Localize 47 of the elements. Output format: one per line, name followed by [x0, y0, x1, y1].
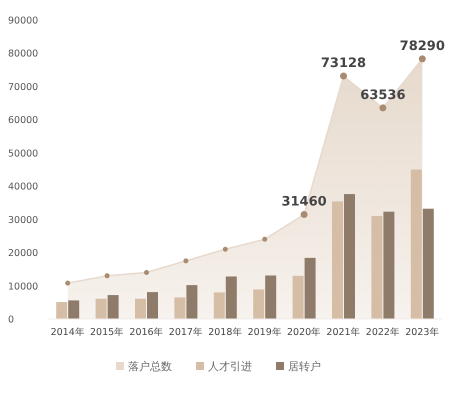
bar	[56, 302, 68, 319]
y-tick-label: 90000	[8, 16, 38, 26]
y-tick-label: 10000	[8, 281, 38, 292]
legend-label: 居转户	[288, 360, 321, 373]
x-tick-label: 2022年	[366, 326, 400, 338]
x-tick-label: 2018年	[208, 326, 242, 338]
bar	[253, 289, 264, 319]
x-tick-label: 2021年	[326, 326, 361, 338]
x-tick-label: 2014年	[50, 326, 85, 338]
y-tick-label: 0	[8, 314, 14, 326]
x-tick-label: 2023年	[405, 326, 440, 338]
data-label: 63536	[360, 88, 406, 103]
y-tick-label: 40000	[8, 182, 38, 193]
bar	[186, 285, 198, 319]
bar	[214, 292, 225, 319]
bar	[108, 295, 119, 319]
x-tick-label: 2015年	[90, 326, 124, 338]
bar	[332, 201, 343, 319]
data-label: 78290	[400, 38, 445, 54]
bar	[68, 300, 80, 319]
y-tick-label: 80000	[8, 48, 38, 60]
x-tick-label: 2020年	[287, 326, 322, 338]
bar	[371, 216, 382, 319]
bar	[344, 194, 355, 319]
bar	[96, 298, 107, 319]
x-tick-label: 2016年	[129, 326, 164, 338]
bar	[135, 298, 146, 319]
bar	[383, 212, 394, 319]
bar	[265, 275, 276, 319]
y-tick-label: 20000	[8, 248, 38, 260]
x-tick-label: 2017年	[168, 326, 203, 338]
bar	[226, 276, 237, 319]
bar	[174, 297, 186, 319]
legend-label: 人才引进	[208, 360, 252, 373]
y-tick-label: 60000	[8, 115, 38, 126]
bar	[304, 258, 316, 319]
bar	[422, 208, 434, 319]
bar	[147, 292, 158, 319]
data-label: 73128	[320, 56, 366, 72]
y-tick-label: 70000	[8, 82, 38, 93]
bar	[292, 276, 304, 319]
y-tick-label: 30000	[8, 214, 38, 226]
legend-label: 落户总数	[128, 360, 172, 373]
y-tick-label: 50000	[8, 148, 38, 160]
bar	[410, 170, 422, 319]
data-label: 31460	[281, 194, 327, 210]
x-tick-label: 2019年	[248, 326, 282, 338]
